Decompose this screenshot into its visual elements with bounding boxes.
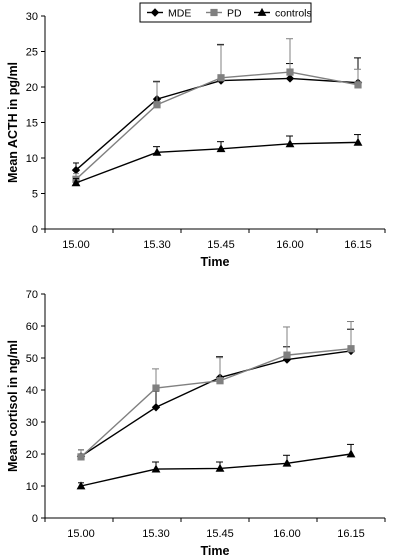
chart1-controls-point (216, 144, 226, 153)
chart2-pd-point (152, 384, 160, 392)
chart2-y-tick-label: 40 (26, 385, 38, 397)
legend-label-pd: PD (227, 8, 242, 20)
chart1-x-tick-label: 16.00 (276, 239, 304, 251)
chart2-controls-point (151, 464, 161, 473)
legend-marker-mde (150, 8, 160, 17)
chart2-pd-point (283, 351, 291, 359)
chart1-mde-point (285, 74, 295, 83)
legend-label-controls: controls (275, 8, 312, 20)
chart2-controls-point (215, 463, 225, 472)
chart2-y-axis-label: Mean cortisol in ng/ml (6, 340, 20, 472)
legend-marker-pd (210, 8, 218, 17)
chart1-pd-line (75, 71, 359, 180)
chart1-y-tick-label: 0 (32, 224, 38, 236)
chart1-x-axis-label: Time (201, 255, 230, 269)
chart1-y-tick-label: 15 (26, 118, 38, 130)
chart1-controls-line (75, 141, 359, 184)
chart1-controls-point (152, 147, 162, 156)
chart1-mde-line (75, 77, 359, 171)
chart1-mde-point (71, 165, 81, 175)
chart2-x-tick-label: 16.00 (273, 528, 301, 540)
chart1-x-tick-label: 15.30 (143, 239, 171, 251)
chart2-mde-line (80, 350, 352, 457)
chart1-pd-point (354, 81, 362, 89)
chart2-controls-point (282, 458, 292, 467)
chart2-pd-point (347, 345, 355, 353)
chart2-x-tick-label: 16.15 (337, 528, 365, 540)
chart1-x-tick-label: 15.45 (207, 239, 235, 251)
chart1-y-tick-label: 20 (26, 82, 38, 94)
legend-box (139, 2, 312, 23)
chart2-y-tick-label: 30 (26, 417, 38, 429)
chart1-y-tick-label: 5 (32, 189, 38, 201)
legend-marker-controls (257, 7, 267, 16)
chart1-pd-point (153, 101, 161, 109)
chart1-controls-point (71, 178, 81, 187)
chart2-y-tick-label: 60 (26, 321, 38, 333)
chart1-y-tick-label: 30 (26, 11, 38, 23)
chart2-controls-point (346, 449, 356, 458)
chart2-y-tick-label: 0 (32, 513, 38, 525)
chart1-pd-point (286, 68, 294, 76)
chart2-controls-point (76, 481, 86, 490)
chart2-pd-line (80, 348, 352, 458)
chart1-y-tick-label: 25 (26, 47, 38, 59)
chart2-pd-point (216, 377, 224, 385)
chart2-mde-point (151, 403, 161, 412)
chart1-x-tick-label: 16.15 (344, 239, 372, 251)
chart2-x-tick-label: 15.00 (67, 528, 95, 540)
chart1-controls-point (353, 137, 363, 146)
chart2-x-tick-label: 15.30 (142, 528, 170, 540)
chart1-controls-point (285, 139, 295, 148)
chart2-controls-line (80, 453, 352, 487)
chart2-y-tick-label: 10 (26, 481, 38, 493)
chart1-pd-point (217, 74, 225, 82)
chart2-x-tick-label: 15.45 (206, 528, 234, 540)
legend: MDE PD controls (139, 2, 312, 23)
chart1-y-axis-label: Mean ACTH in pg/ml (6, 62, 20, 183)
chart2-y-tick-label: 50 (26, 353, 38, 365)
chart2-pd-point (77, 453, 85, 461)
chart2-x-axis-label: Time (201, 544, 230, 558)
chart2-y-tick-label: 20 (26, 449, 38, 461)
chart2-y-tick-label: 70 (26, 289, 38, 301)
legend-label-mde: MDE (168, 8, 191, 20)
chart1-y-tick-label: 10 (26, 153, 38, 165)
chart1-x-tick-label: 15.00 (62, 239, 90, 251)
